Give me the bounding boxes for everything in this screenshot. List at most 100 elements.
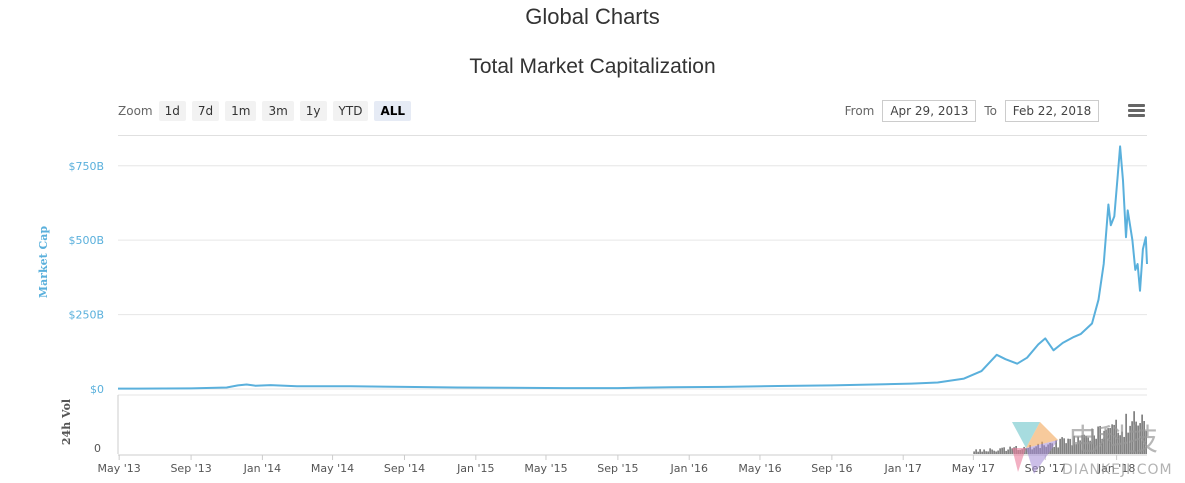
volume-bar — [1139, 423, 1141, 454]
to-label: To — [984, 104, 997, 118]
volume-bar — [987, 451, 989, 454]
from-date-input[interactable] — [882, 100, 977, 122]
x-tick-label: Jan '16 — [669, 462, 707, 475]
volume-bar — [1055, 440, 1057, 454]
zoom-bar: Zoom 1d 7d 1m 3m 1y YTD ALL — [118, 100, 417, 122]
x-tick-label: Jan '18 — [1097, 462, 1135, 475]
volume-bar — [1063, 438, 1065, 454]
volume-bar — [1133, 411, 1135, 454]
volume-bar — [1131, 421, 1133, 454]
volume-bar — [977, 451, 979, 454]
x-tick-label: Sep '15 — [597, 462, 638, 475]
volume-bar — [1097, 426, 1099, 454]
date-range-bar: From To — [845, 100, 1107, 122]
volume-bar — [1137, 425, 1139, 454]
volume-bar — [981, 451, 983, 454]
x-tick-label: Jan '17 — [883, 462, 921, 475]
from-label: From — [844, 104, 875, 118]
volume-bar — [1123, 436, 1125, 454]
volume-bar — [1085, 435, 1087, 454]
volume-bar — [1127, 432, 1129, 454]
volume-bar — [1053, 446, 1055, 454]
volume-bar — [1065, 443, 1067, 454]
volume-bar — [1101, 438, 1103, 454]
diankeji-watermark-logo: 电科技 DIANKEJI.COM — [1012, 422, 1172, 478]
volume-bar — [997, 450, 999, 454]
volume-bar — [1105, 429, 1107, 454]
volume-bar — [979, 449, 981, 454]
x-tick-label: Sep '16 — [811, 462, 852, 475]
volume-bar — [973, 451, 975, 454]
volume-bar — [1025, 448, 1027, 454]
toolbar-divider — [118, 135, 1147, 136]
x-tick-label: May '17 — [952, 462, 995, 475]
volume-bar — [1003, 447, 1005, 454]
y-tick-label: $750B — [68, 160, 104, 173]
volume-bar — [1083, 434, 1085, 454]
volume-bar — [1111, 424, 1113, 454]
zoom-label: Zoom — [118, 104, 153, 118]
volume-bar — [1135, 421, 1137, 454]
volume-bar — [1073, 435, 1075, 454]
volume-bar — [1001, 447, 1003, 454]
volume-bar — [1107, 428, 1109, 454]
zoom-1m-button[interactable]: 1m — [225, 101, 257, 121]
volume-bar — [1011, 448, 1013, 454]
volume-bar — [1091, 428, 1093, 454]
volume-bar — [1113, 424, 1115, 454]
zoom-7d-button[interactable]: 7d — [191, 101, 220, 121]
zoom-1d-button[interactable]: 1d — [158, 101, 186, 121]
zoom-1y-button[interactable]: 1y — [299, 101, 327, 121]
volume-bar — [975, 449, 977, 454]
volume-bar — [1077, 436, 1079, 454]
volume-bar — [1093, 435, 1095, 454]
volume-bar — [991, 449, 993, 454]
volume-bar — [995, 451, 997, 454]
hamburger-menu-icon[interactable] — [1128, 104, 1145, 118]
volume-bar — [1141, 414, 1143, 454]
volume-bar — [1061, 437, 1063, 454]
y-tick-label: $250B — [68, 309, 104, 322]
volume-y-tick-label: 0 — [94, 442, 101, 455]
x-tick-label: May '13 — [98, 462, 141, 475]
x-tick-label: Jan '14 — [243, 462, 281, 475]
chart-title: Total Market Capitalization — [469, 55, 716, 78]
volume-bar — [983, 449, 985, 454]
volume-bar — [1103, 430, 1105, 454]
volume-axis-title: 24h Vol — [60, 399, 73, 445]
x-tick-label: Jan '15 — [456, 462, 494, 475]
x-tick-label: Sep '14 — [384, 462, 425, 475]
volume-bar — [999, 448, 1001, 454]
volume-bar — [1005, 450, 1007, 454]
zoom-3m-button[interactable]: 3m — [262, 101, 294, 121]
volume-bar — [1075, 444, 1077, 454]
volume-bar — [1009, 446, 1011, 454]
page-title: Global Charts — [525, 4, 660, 29]
x-tick-label: May '14 — [311, 462, 354, 475]
volume-bar — [1057, 447, 1059, 454]
volume-bar — [1081, 435, 1083, 454]
volume-bar — [1099, 425, 1101, 454]
volume-bar — [1069, 438, 1071, 454]
volume-bar — [1109, 427, 1111, 454]
volume-bar — [1059, 438, 1061, 454]
zoom-all-button[interactable]: ALL — [374, 101, 412, 121]
zoom-ytd-button[interactable]: YTD — [332, 101, 369, 121]
volume-bar — [1121, 431, 1123, 454]
volume-bar — [1119, 435, 1121, 454]
volume-bar — [1071, 445, 1073, 454]
volume-bar — [1087, 437, 1089, 454]
volume-bar — [1117, 432, 1119, 454]
volume-bar — [1143, 421, 1145, 454]
volume-bar — [1115, 419, 1117, 454]
volume-bar — [1067, 438, 1069, 454]
volume-bar — [1079, 440, 1081, 454]
x-tick-label: May '16 — [738, 462, 781, 475]
volume-bar — [1089, 440, 1091, 454]
x-tick-label: Sep '13 — [170, 462, 211, 475]
to-date-input[interactable] — [1005, 100, 1099, 122]
market-cap-line — [118, 145, 1148, 390]
watermark-brand: 电科技 — [1068, 423, 1158, 458]
y-tick-label: $0 — [90, 383, 104, 396]
volume-bar — [1125, 413, 1127, 454]
